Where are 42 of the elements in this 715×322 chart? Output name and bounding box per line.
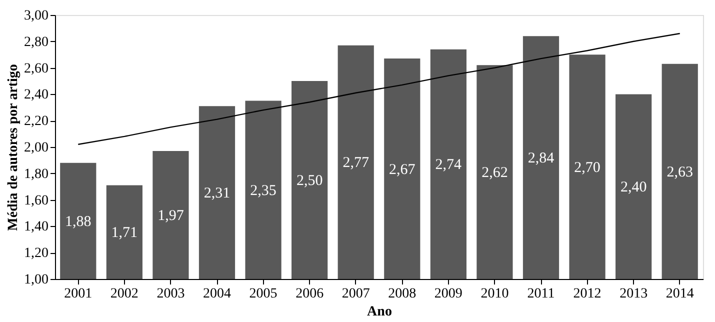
x-tick-label: 2014 bbox=[666, 286, 694, 302]
data-label: 2,74 bbox=[435, 157, 462, 174]
y-tick-label: 3,00 bbox=[24, 8, 48, 24]
x-tick-label: 2009 bbox=[434, 286, 462, 302]
y-tick-label: 2,80 bbox=[24, 34, 48, 50]
line-series bbox=[78, 32, 680, 145]
x-tick-label: 2011 bbox=[527, 286, 555, 302]
y-tick-label: 2,00 bbox=[24, 140, 48, 156]
data-label: 2,67 bbox=[389, 162, 416, 178]
y-tick-label: 2,20 bbox=[24, 114, 48, 130]
data-label: 1,97 bbox=[158, 208, 184, 224]
data-label: 2,40 bbox=[620, 180, 647, 196]
y-tick-label: 1,00 bbox=[24, 272, 48, 288]
x-tick-label: 2004 bbox=[203, 286, 231, 302]
data-label: 2,63 bbox=[666, 164, 693, 180]
y-axis-title: Média de autores por artigo bbox=[6, 64, 21, 231]
data-label: 2,50 bbox=[296, 173, 323, 189]
x-tick-label: 2003 bbox=[156, 286, 185, 302]
y-tick-label: 1,80 bbox=[24, 166, 48, 182]
data-label: 2,84 bbox=[528, 150, 555, 167]
x-tick-label: 2007 bbox=[342, 286, 370, 302]
data-label: 1,88 bbox=[65, 214, 92, 230]
x-tick-label: 2010 bbox=[480, 286, 509, 302]
data-label: 1,71 bbox=[111, 225, 138, 242]
y-tick-label: 1,20 bbox=[24, 246, 48, 262]
data-label: 2,35 bbox=[250, 182, 276, 199]
data-label: 2,70 bbox=[574, 160, 600, 176]
x-tick-label: 2013 bbox=[620, 286, 648, 302]
y-tick-label: 2,40 bbox=[24, 88, 48, 103]
x-tick-label: 2006 bbox=[296, 286, 324, 302]
x-tick-label: 2012 bbox=[573, 286, 602, 302]
x-tick-label: 2005 bbox=[249, 286, 278, 302]
x-tick-label: 2001 bbox=[64, 286, 92, 302]
y-tick-label: 1,40 bbox=[24, 220, 48, 235]
x-tick-label: 2002 bbox=[110, 286, 138, 302]
data-label: 2,77 bbox=[342, 155, 370, 172]
x-tick-label: 2008 bbox=[388, 286, 416, 302]
data-label: 2,31 bbox=[204, 186, 230, 202]
x-axis-title: Ano bbox=[367, 304, 392, 320]
data-label: 2,62 bbox=[482, 165, 508, 182]
y-tick-label: 2,60 bbox=[24, 61, 48, 76]
y-tick-label: 1,60 bbox=[24, 193, 48, 208]
